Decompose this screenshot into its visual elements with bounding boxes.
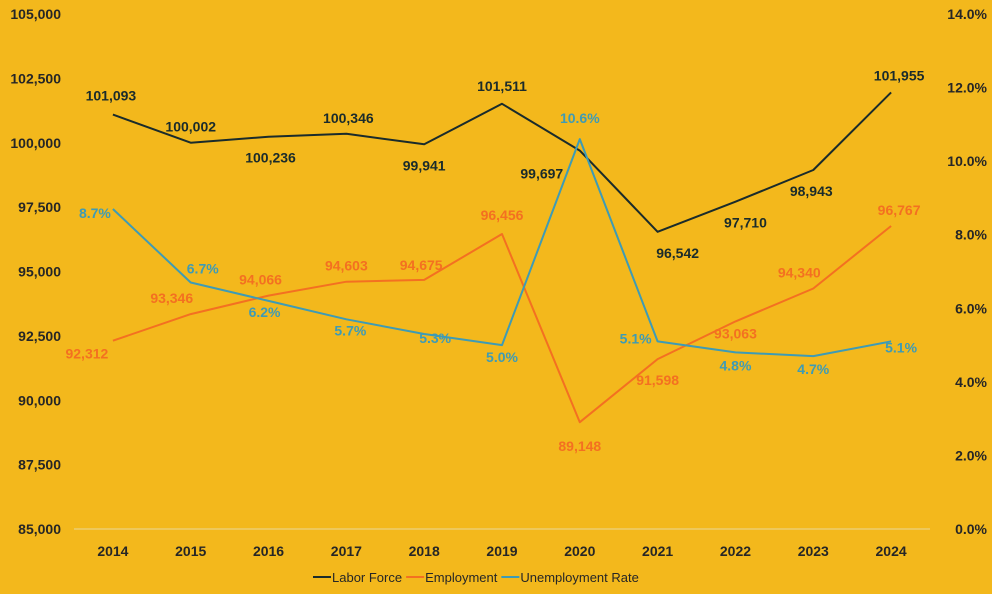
right-tick-label: 4.0% bbox=[955, 374, 987, 390]
legend: Labor Force Employment Unemployment Rate bbox=[313, 570, 639, 585]
data-label-employment: 91,598 bbox=[636, 372, 679, 388]
left-tick-label: 90,000 bbox=[18, 392, 61, 408]
x-tick-label: 2018 bbox=[409, 543, 440, 559]
x-tick-label: 2015 bbox=[175, 543, 206, 559]
x-tick-label: 2017 bbox=[331, 543, 362, 559]
data-label-labor-force: 97,710 bbox=[724, 215, 767, 231]
right-tick-label: 6.0% bbox=[955, 300, 987, 316]
data-label-labor-force: 100,346 bbox=[323, 110, 374, 126]
series-line-labor-force bbox=[112, 91, 892, 233]
left-tick-label: 92,500 bbox=[18, 328, 61, 344]
data-label-employment: 96,767 bbox=[878, 202, 921, 218]
left-axis: 85,000 87,500 90,000 92,500 95,000 97,500 100,… bbox=[10, 6, 61, 537]
data-label-labor-force: 99,697 bbox=[520, 166, 563, 182]
data-label-employment: 93,346 bbox=[150, 290, 193, 306]
data-label-employment: 94,675 bbox=[400, 257, 443, 273]
left-tick-label: 87,500 bbox=[18, 457, 61, 473]
data-label-unemployment-rate: 4.8% bbox=[719, 357, 751, 373]
data-label-labor-force: 101,511 bbox=[477, 78, 527, 94]
x-tick-label: 2021 bbox=[642, 543, 673, 559]
data-label-labor-force: 100,002 bbox=[165, 119, 216, 135]
data-label-labor-force: 98,943 bbox=[790, 183, 833, 199]
data-label-labor-force: 101,093 bbox=[86, 88, 137, 104]
right-tick-label: 10.0% bbox=[947, 153, 987, 169]
x-tick-label: 2019 bbox=[486, 543, 517, 559]
data-label-unemployment-rate: 8.7% bbox=[79, 205, 111, 221]
data-label-employment: 92,312 bbox=[65, 346, 108, 362]
x-tick-label: 2022 bbox=[720, 543, 751, 559]
data-label-labor-force: 101,955 bbox=[874, 67, 925, 83]
right-tick-label: 2.0% bbox=[955, 447, 987, 463]
left-tick-label: 97,500 bbox=[18, 199, 61, 215]
data-label-unemployment-rate: 6.7% bbox=[187, 261, 219, 277]
data-label-labor-force: 96,542 bbox=[656, 245, 699, 261]
left-tick-label: 105,000 bbox=[10, 6, 61, 22]
data-label-unemployment-rate: 5.1% bbox=[885, 339, 917, 355]
x-axis: 2014 2015 2016 2017 2018 2019 2020 2021 2022 2023… bbox=[74, 528, 930, 559]
right-tick-label: 14.0% bbox=[947, 6, 987, 22]
legend-label-employment: Employment bbox=[425, 570, 498, 585]
data-label-unemployment-rate: 5.1% bbox=[620, 330, 652, 346]
data-label-employment: 89,148 bbox=[558, 438, 601, 454]
data-labels: 101,093 100,002 100,236 100,346 99,941 101,51… bbox=[65, 67, 924, 454]
series-line-employment bbox=[112, 225, 892, 424]
right-axis: 0.0% 2.0% 4.0% 6.0% 8.0% 10.0% 12.0% 14.0% bbox=[947, 6, 987, 537]
data-label-unemployment-rate: 4.7% bbox=[797, 361, 829, 377]
series-lines bbox=[112, 91, 892, 424]
data-label-unemployment-rate: 5.0% bbox=[486, 349, 518, 365]
x-tick-label: 2023 bbox=[798, 543, 829, 559]
data-label-unemployment-rate: 6.2% bbox=[249, 304, 281, 320]
data-label-employment: 94,340 bbox=[778, 264, 821, 280]
data-label-unemployment-rate: 5.3% bbox=[419, 330, 451, 346]
left-tick-label: 100,000 bbox=[10, 135, 61, 151]
data-label-employment: 93,063 bbox=[714, 325, 757, 341]
x-tick-label: 2014 bbox=[97, 543, 128, 559]
x-tick-label: 2016 bbox=[253, 543, 284, 559]
left-tick-label: 85,000 bbox=[18, 521, 61, 537]
x-tick-label: 2024 bbox=[876, 543, 907, 559]
data-label-employment: 96,456 bbox=[481, 207, 524, 223]
legend-label-unemployment-rate: Unemployment Rate bbox=[520, 570, 639, 585]
series-line-unemployment-rate bbox=[112, 138, 892, 358]
right-tick-label: 0.0% bbox=[955, 521, 987, 537]
data-label-labor-force: 100,236 bbox=[245, 150, 296, 166]
data-label-employment: 94,603 bbox=[325, 258, 368, 274]
x-tick-label: 2020 bbox=[564, 543, 595, 559]
right-tick-label: 12.0% bbox=[947, 80, 987, 96]
left-tick-label: 102,500 bbox=[10, 70, 61, 86]
data-label-labor-force: 99,941 bbox=[403, 157, 446, 173]
right-tick-label: 8.0% bbox=[955, 227, 987, 243]
legend-label-labor-force: Labor Force bbox=[332, 570, 402, 585]
left-tick-label: 95,000 bbox=[18, 264, 61, 280]
data-label-employment: 94,066 bbox=[239, 272, 282, 288]
data-label-unemployment-rate: 5.7% bbox=[334, 322, 366, 338]
data-label-unemployment-rate: 10.6% bbox=[560, 110, 600, 126]
